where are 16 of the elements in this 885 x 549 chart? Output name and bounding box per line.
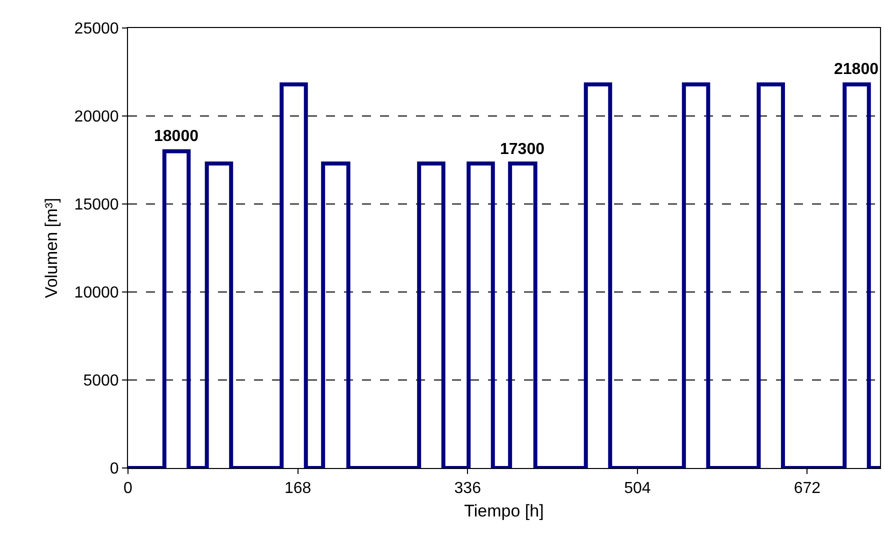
y-axis-title: Volumen [m³] [42,198,61,298]
y-tick-label: 10000 [74,284,119,302]
x-tick-label: 336 [454,480,482,498]
y-tick-label: 15000 [74,196,119,214]
y-tick-label: 25000 [74,20,119,38]
x-tick-label: 672 [794,480,821,498]
x-tick-label: 504 [624,480,651,498]
annotation: 21800 [834,61,879,78]
annotation: 18000 [154,128,199,145]
y-tick-label: 20000 [74,108,119,126]
x-axis-title: Tiempo [h] [464,502,544,521]
y-tick-label: 0 [110,460,119,478]
x-tick-label: 0 [124,480,133,498]
x-tick-label: 168 [284,480,312,498]
annotation: 17300 [500,141,545,158]
y-tick-label: 5000 [83,372,119,390]
